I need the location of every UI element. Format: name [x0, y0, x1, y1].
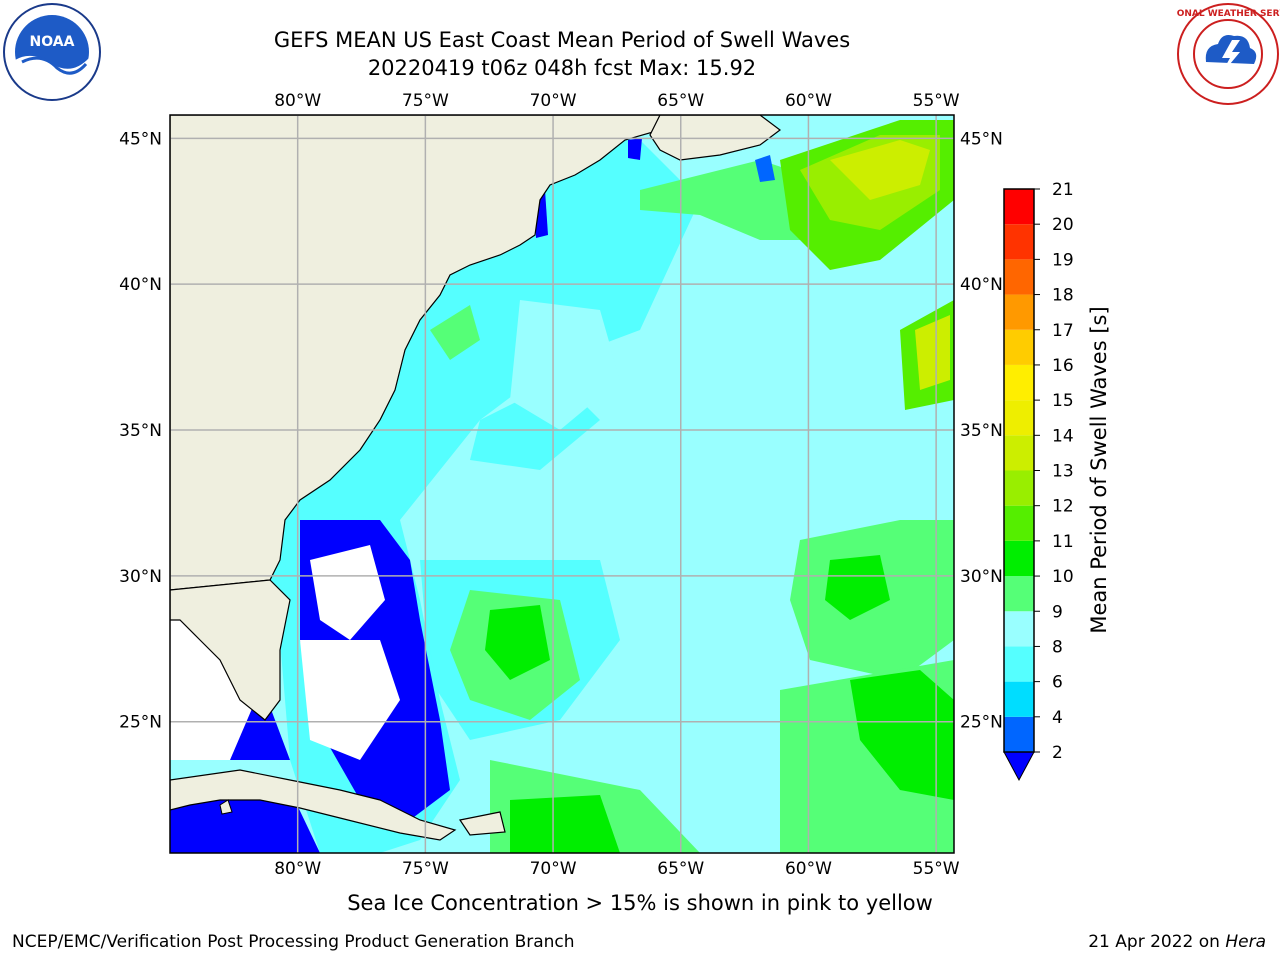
swell-zone-lime-east	[915, 315, 950, 390]
colorbar-tick-label-5: 10	[1052, 567, 1074, 587]
colorbar-tick-label-16: 21	[1052, 180, 1074, 200]
land-florida	[170, 579, 291, 721]
lat-label-left-2: 35°N	[119, 421, 162, 441]
swell-zone-blue-fundy	[628, 138, 642, 160]
no-data-bahamas-north	[310, 545, 385, 640]
colorbar-segment-0	[1004, 716, 1034, 752]
swell-zone-blue-nova-scotia	[755, 155, 775, 182]
colorbar-segment-14	[1004, 224, 1034, 260]
colorbar-ticks: 2 4 6 8 9 10 11 12 13 14 15 16 17 18 19 20 21	[1034, 180, 1074, 763]
lat-labels-left: 45°N 40°N 35°N 30°N 25°N	[119, 129, 162, 732]
colorbar-segment-8	[1004, 435, 1034, 471]
colorbar-segment-10	[1004, 364, 1034, 401]
lon-label-bottom-5: 55°W	[913, 859, 960, 879]
colorbar-segment-12	[1004, 294, 1034, 330]
colorbar-tick-label-15: 20	[1052, 215, 1074, 235]
swell-zone-bright-green-southeast	[850, 670, 954, 800]
land-cuba	[170, 769, 457, 841]
lon-label-top-1: 75°W	[402, 91, 449, 111]
footer-date: 21 Apr 2022 on	[1088, 932, 1226, 952]
colorbar-tick-label-2: 6	[1052, 673, 1063, 693]
lat-label-right-3: 30°N	[960, 567, 1003, 587]
noaa-logo: NOAA	[2, 2, 102, 102]
lon-label-top-5: 55°W	[913, 91, 960, 111]
swell-zone-bright-green-east	[825, 555, 890, 620]
nws-logo: NATIONAL WEATHER SERVICE	[1153, 2, 1280, 106]
colorbar-segment-5	[1004, 540, 1034, 577]
colorbar-extend-arrow	[1003, 751, 1035, 782]
noaa-logo-text: NOAA	[30, 34, 75, 50]
colorbar-label: Mean Period of Swell Waves [s]	[1087, 306, 1111, 633]
map-plot-area	[170, 115, 954, 853]
colorbar-segment-1	[1004, 681, 1034, 717]
colorbar-segment-7	[1004, 470, 1034, 506]
swell-zone-light-cyan	[510, 300, 620, 430]
colorbar-tick-label-9: 14	[1052, 426, 1074, 446]
footer-timestamp: 21 Apr 2022 on Hera	[1088, 932, 1266, 952]
colorbar-segment-3	[1004, 611, 1034, 647]
lon-label-top-0: 80°W	[274, 91, 321, 111]
footer-machine: Hera	[1225, 932, 1266, 952]
lon-label-top-3: 65°W	[657, 91, 704, 111]
colorbar-tick-label-12: 17	[1052, 321, 1074, 341]
lat-label-right-4: 25°N	[960, 713, 1003, 733]
colorbar-tick-label-14: 19	[1052, 250, 1074, 270]
swell-zone-lime-north	[830, 140, 930, 200]
colorbar-tick-label-7: 12	[1052, 497, 1074, 517]
colorbar-tick-label-3: 8	[1052, 637, 1063, 657]
lon-label-bottom-4: 60°W	[785, 859, 832, 879]
swell-zone-bright-green-south	[510, 795, 620, 853]
colorbar-segment-4	[1004, 576, 1034, 612]
lat-label-right-2: 35°N	[960, 421, 1003, 441]
colorbar-tick-label-10: 15	[1052, 391, 1074, 411]
sea-ice-note: Sea Ice Concentration > 15% is shown in …	[347, 891, 933, 915]
footer-credit: NCEP/EMC/Verification Post Processing Pr…	[12, 932, 575, 952]
lon-label-top-2: 70°W	[530, 91, 577, 111]
lat-label-left-3: 30°N	[119, 567, 162, 587]
map-gridlines	[170, 115, 954, 853]
map-title: GEFS MEAN US East Coast Mean Period of S…	[273, 28, 851, 52]
lon-label-bottom-0: 80°W	[274, 859, 321, 879]
colorbar-segment-15	[1004, 189, 1034, 225]
lon-label-bottom-3: 65°W	[657, 859, 704, 879]
swell-zone-blue-caribbean	[170, 790, 320, 853]
lat-label-right-0: 45°N	[960, 129, 1003, 149]
no-data-bahamas-south	[300, 640, 400, 760]
colorbar-segment-11	[1004, 329, 1034, 365]
lon-label-top-4: 60°W	[785, 91, 832, 111]
lon-label-bottom-2: 70°W	[530, 859, 577, 879]
map-frame	[169, 114, 955, 854]
lat-labels-right: 45°N 40°N 35°N 30°N 25°N	[960, 129, 1003, 732]
colorbar-segment-9	[1004, 400, 1034, 436]
lat-label-left-1: 40°N	[119, 275, 162, 295]
nws-logo-text: NATIONAL WEATHER SERVICE	[1176, 9, 1280, 19]
colorbar-tick-label-6: 11	[1052, 532, 1074, 552]
lon-labels-top: 80°W 75°W 70°W 65°W 60°W 55°W	[274, 91, 960, 111]
swell-zone-green-offshore	[430, 305, 480, 360]
colorbar-tick-label-4: 9	[1052, 602, 1063, 622]
colorbar-segment-2	[1004, 646, 1034, 682]
colorbar-tick-label-0: 2	[1052, 743, 1063, 763]
lat-label-left-0: 45°N	[119, 129, 162, 149]
colorbar-tick-label-1: 4	[1052, 708, 1063, 728]
land-island-small	[219, 799, 233, 815]
colorbar	[1003, 188, 1035, 782]
land-nova-scotia	[649, 115, 781, 161]
map-subtitle: 20220419 t06z 048h fcst Max: 15.92	[367, 56, 757, 80]
lat-label-left-4: 25°N	[119, 713, 162, 733]
colorbar-segment-6	[1004, 505, 1034, 541]
colorbar-segment-13	[1004, 259, 1034, 295]
lon-labels-bottom: 80°W 75°W 70°W 65°W 60°W 55°W	[274, 859, 960, 879]
colorbar-tick-label-11: 16	[1052, 356, 1074, 376]
land-us-east-coast	[170, 115, 666, 591]
colorbar-tick-label-13: 18	[1052, 286, 1074, 306]
lat-label-right-1: 40°N	[960, 275, 1003, 295]
swell-zone-bright-green-central	[485, 605, 550, 680]
colorbar-tick-label-8: 13	[1052, 462, 1074, 482]
lon-label-bottom-1: 75°W	[402, 859, 449, 879]
land-hispaniola	[459, 811, 506, 836]
